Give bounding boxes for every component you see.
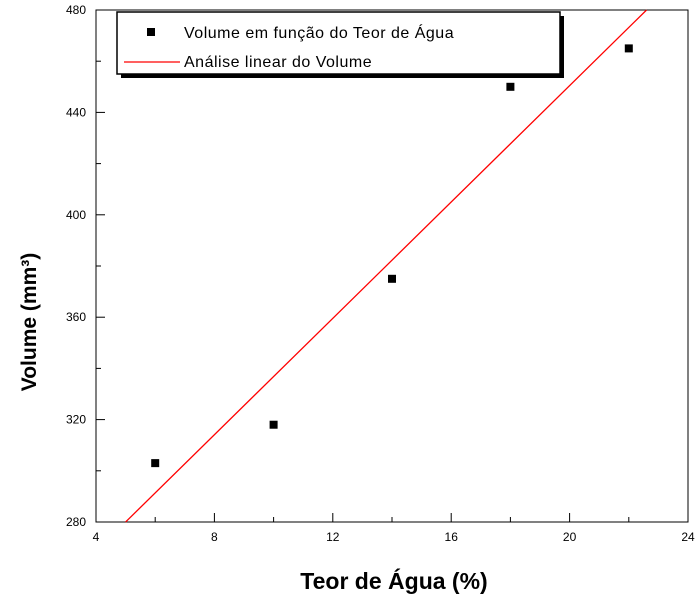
y-axis-ticks: 280 320 360 400 440 480	[66, 3, 105, 529]
data-point	[506, 82, 515, 91]
x-axis-ticks: 4 8 12 16 20 24	[93, 513, 695, 544]
y-tick-label: 280	[66, 515, 86, 529]
y-tick-label: 440	[66, 105, 86, 119]
x-tick-label: 12	[326, 530, 340, 544]
y-tick-label: 480	[66, 3, 86, 17]
legend-box	[116, 11, 561, 75]
data-point	[388, 274, 396, 283]
data-point	[269, 420, 278, 429]
data-marks	[125, 9, 648, 523]
x-tick-label: 20	[563, 530, 577, 544]
x-tick-label: 4	[93, 530, 100, 544]
x-axis-label: Teor de Água (%)	[300, 567, 487, 594]
y-tick-label: 400	[66, 208, 86, 222]
y-axis-label: Volume (mm³)	[18, 253, 41, 391]
x-tick-label: 24	[681, 530, 695, 544]
x-tick-label: 8	[211, 530, 218, 544]
legend-scatter-label: Volume em função do Teor de Água	[184, 23, 454, 42]
legend-line-label: Análise linear do Volume	[184, 54, 372, 71]
legend: Volume em função do Teor de Água Análise…	[116, 11, 564, 78]
y-tick-label: 360	[66, 310, 86, 324]
data-point	[151, 459, 160, 468]
linear-fit-line	[125, 9, 648, 523]
legend-scatter-symbol	[147, 28, 155, 36]
data-point	[624, 44, 633, 53]
plot-frame	[95, 9, 689, 523]
x-tick-label: 16	[445, 530, 459, 544]
y-tick-label: 320	[66, 413, 86, 427]
